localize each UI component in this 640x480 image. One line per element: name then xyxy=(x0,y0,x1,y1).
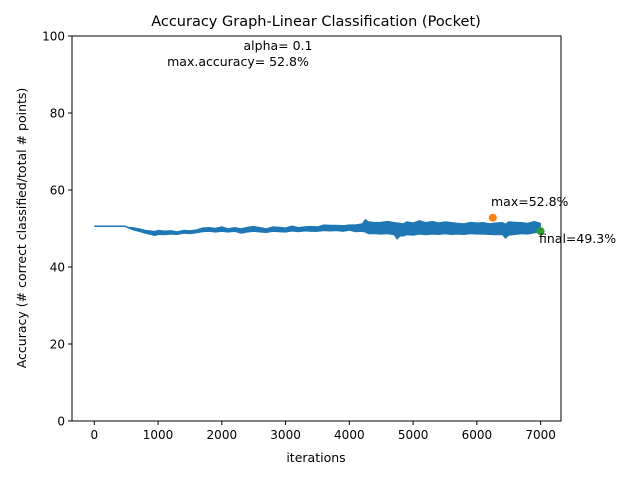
alpha-annotation: alpha= 0.1 xyxy=(244,38,313,53)
x-tick-label: 1000 xyxy=(143,428,174,442)
plot-area xyxy=(71,35,562,422)
series-0-line xyxy=(94,219,542,240)
marker-layer xyxy=(488,213,545,236)
y-tick-label: 40 xyxy=(50,261,65,275)
x-tick-label: 3000 xyxy=(270,428,301,442)
y-tick-label: 60 xyxy=(50,184,65,198)
y-tick-label: 100 xyxy=(42,30,65,44)
x-tick-label: 5000 xyxy=(398,428,429,442)
max-point-marker xyxy=(488,213,497,222)
final-point-label: final=49.3% xyxy=(539,231,616,246)
y-tick-label: 0 xyxy=(57,415,65,429)
x-axis-ticks: 0 1000 2000 3000 4000 5000 6000 7000 xyxy=(90,421,556,442)
y-tick-label: 80 xyxy=(50,107,65,121)
x-tick-label: 4000 xyxy=(334,428,365,442)
x-tick-label: 7000 xyxy=(525,428,556,442)
y-axis-ticks: 0 20 40 60 80 100 xyxy=(42,30,72,429)
series-layer xyxy=(94,218,542,240)
y-axis-label: Accuracy (# correct classified/total # p… xyxy=(14,88,29,369)
x-tick-label: 0 xyxy=(90,428,98,442)
max-accuracy-annotation: max.accuracy= 52.8% xyxy=(167,54,309,69)
x-tick-label: 2000 xyxy=(207,428,238,442)
chart-title: Accuracy Graph-Linear Classification (Po… xyxy=(151,14,481,30)
max-point-label: max=52.8% xyxy=(491,194,569,209)
plot-frame xyxy=(71,35,562,422)
y-tick-label: 20 xyxy=(50,338,65,352)
final-point-marker xyxy=(536,227,545,236)
x-tick-label: 6000 xyxy=(462,428,493,442)
x-axis-label: iterations xyxy=(286,450,345,465)
